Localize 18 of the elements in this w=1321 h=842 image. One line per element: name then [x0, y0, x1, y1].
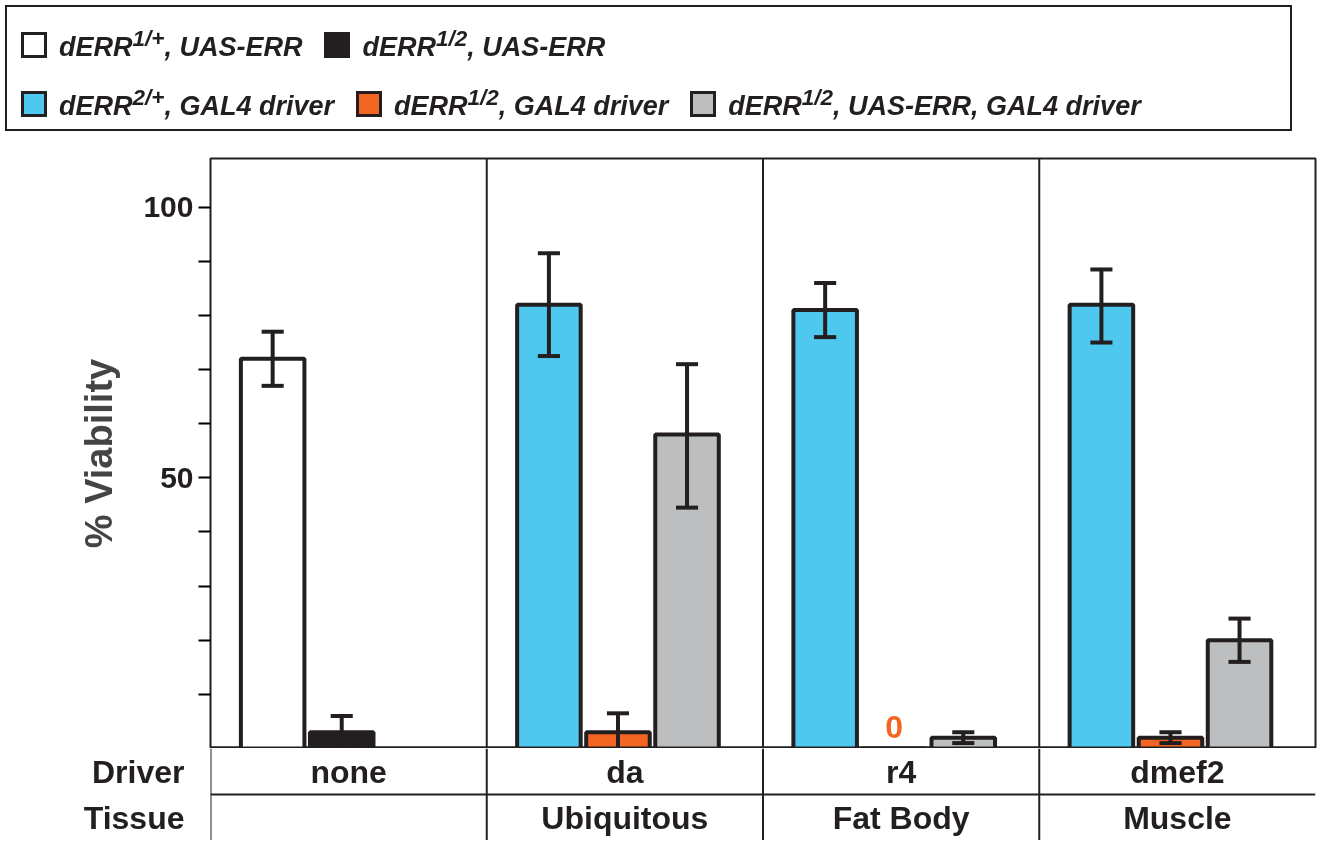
text: Driver	[92, 753, 185, 790]
legend-label: dERR$^{2/+}$, GAL4 driver	[59, 84, 334, 124]
y-axis-title: % Viability	[78, 358, 121, 549]
text: Fat Body	[832, 799, 970, 836]
legend-label: dERR$^{1/2}$, UAS-ERR	[362, 25, 606, 64]
x-tick-label: none	[310, 753, 387, 790]
legend-label: dERR$^{1/2}$, GAL4 driver	[393, 84, 669, 124]
y-tick-label: 50	[160, 460, 194, 494]
text: Muscle	[1123, 799, 1232, 836]
legend-label: dERR$^{1/+}$, UAS-ERR	[59, 25, 303, 64]
x-tick-label: dmef2	[1130, 753, 1225, 790]
y-tick-label: 100	[143, 190, 194, 224]
text: Tissue	[83, 799, 185, 836]
data-label: 0	[885, 708, 904, 745]
x-tick-label: r4	[886, 753, 917, 790]
text: Ubiquitous	[541, 799, 709, 836]
legend-label: dERR$^{1/2}$, UAS-ERR, GAL4 driver	[728, 84, 1141, 124]
x-tick-label: da	[606, 753, 644, 790]
